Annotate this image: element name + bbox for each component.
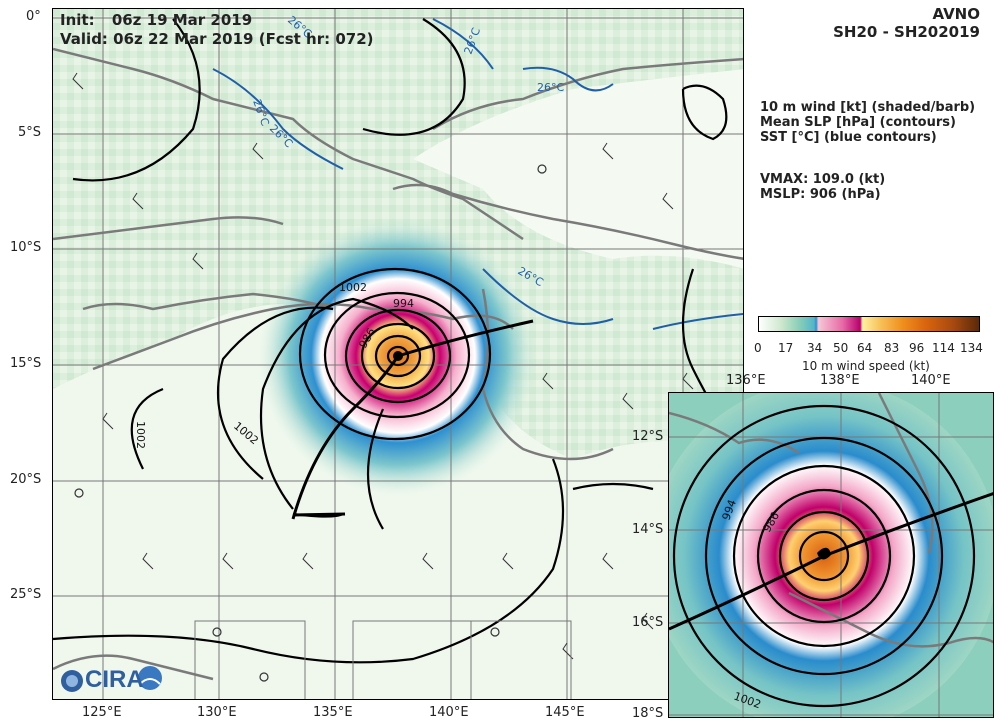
contour-label: 994: [393, 297, 414, 310]
wind-colorbar: [758, 316, 980, 332]
bottom-data-boxes: [194, 620, 572, 699]
storm-track-tail: [292, 512, 346, 517]
cira-logo-text: CIRA: [85, 666, 144, 693]
main-map[interactable]: 1002 994 986 1002 1002 26°C 26°C 26°C 26…: [52, 8, 744, 700]
inset-lon-label: 136°E: [726, 373, 766, 388]
inset-map[interactable]: 994 986 1002: [668, 392, 994, 718]
legend-sst: SST [°C] (blue contours): [760, 130, 937, 145]
model-name: AVNO: [932, 5, 980, 23]
inset-lon-label: 140°E: [911, 373, 951, 388]
init-label: Init:: [60, 11, 95, 29]
colorbar-label: 10 m wind speed (kt): [802, 359, 930, 373]
colorbar-tick: 0: [754, 341, 762, 355]
inset-lat-label: 12°S: [632, 429, 664, 444]
lat-label: 25°S: [10, 587, 42, 602]
lon-label: 145°E: [545, 705, 585, 720]
storm-id: SH20 - SH202019: [833, 23, 980, 41]
pressure-center-markers: [74, 164, 547, 682]
vmax-value: VMAX: 109.0 (kt): [760, 172, 886, 187]
inset-cyclone-symbol: [817, 547, 831, 560]
inset-map-canvas: 994 986 1002: [669, 393, 993, 717]
new-guinea-land-shade: [413, 69, 743, 269]
sst-label: 26°C: [537, 81, 564, 94]
valid-time: Valid: 06z 22 Mar 2019 (Fcst hr: 072): [60, 30, 374, 48]
lat-lon-grid: [53, 9, 743, 699]
wind-barbs: [72, 72, 694, 660]
lat-label: 20°S: [10, 472, 42, 487]
sst-contours: [212, 18, 743, 330]
lon-label: 140°E: [429, 705, 469, 720]
colorbar-tick: 50: [833, 341, 849, 355]
inset-lat-label: 16°S: [632, 615, 664, 630]
colorbar-tick: 17: [778, 341, 794, 355]
lat-label: 10°S: [10, 240, 42, 255]
inset-lon-label: 138°E: [820, 373, 860, 388]
inset-lat-label: 14°S: [632, 522, 664, 537]
colorbar-tick: 83: [884, 341, 900, 355]
storm-track: [291, 319, 534, 520]
lon-label: 135°E: [313, 705, 353, 720]
lon-label: 125°E: [82, 705, 122, 720]
colorbar-tick: 64: [857, 341, 873, 355]
contour-label: 1002: [134, 421, 147, 449]
init-time: Init: 06z 19 Mar 2019: [60, 11, 252, 29]
slp-contours: [53, 18, 743, 664]
colorbar-tick: 134: [960, 341, 983, 355]
mslp-value: MSLP: 906 (hPa): [760, 187, 881, 202]
legend-slp: Mean SLP [hPa] (contours): [760, 115, 956, 130]
cira-logo: CIRA: [60, 664, 170, 696]
cira-logo-graphic: [61, 666, 162, 692]
colorbar-tick: 114: [932, 341, 955, 355]
inset-storm-shading: [669, 393, 993, 717]
inset-lat-label: 18°S: [632, 706, 664, 721]
legend-wind: 10 m wind [kt] (shaded/barb): [760, 100, 976, 115]
inset-grid: [669, 393, 993, 717]
main-map-canvas: 1002 994 986 1002 1002 26°C 26°C 26°C 26…: [53, 9, 743, 699]
lat-label: 15°S: [10, 356, 42, 371]
colorbar-tick: 96: [909, 341, 925, 355]
lat-label: 5°S: [18, 125, 42, 140]
inset-slp-contours: [672, 404, 976, 708]
storm-center-symbol: [393, 351, 403, 361]
contour-label: 1002: [339, 281, 367, 294]
australia-land-shade: [53, 303, 743, 699]
coastlines: [53, 47, 743, 681]
colorbar-tick: 34: [807, 341, 823, 355]
lat-label: 0°: [26, 9, 41, 24]
lon-label: 130°E: [197, 705, 237, 720]
init-value: 06z 19 Mar 2019: [111, 11, 253, 29]
